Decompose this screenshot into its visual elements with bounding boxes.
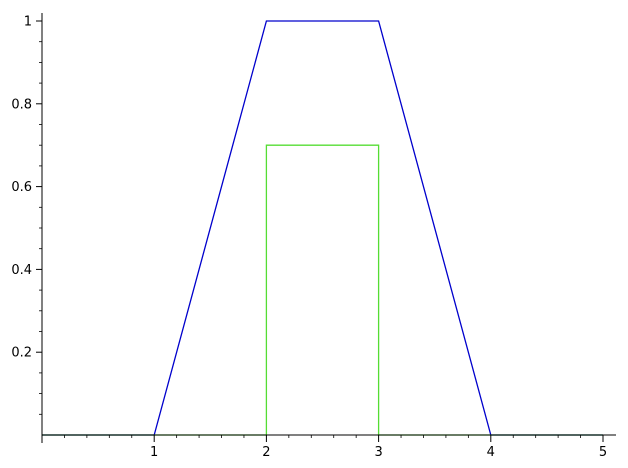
y-tick-label: 0.2 xyxy=(11,346,32,361)
y-tick-label: 0.6 xyxy=(11,180,32,195)
x-tick-label: 4 xyxy=(487,445,495,460)
x-tick-label: 3 xyxy=(374,445,382,460)
y-tick-label: 0.4 xyxy=(11,263,32,278)
series-layer xyxy=(42,20,603,436)
x-tick-label: 1 xyxy=(150,445,158,460)
x-tick-label: 5 xyxy=(599,445,607,460)
axes: 1 2 3 4 5 0.2 0.4 0.6 0.8 1 xyxy=(11,13,616,460)
x-tick-label: 2 xyxy=(262,445,270,460)
series-line-1 xyxy=(42,20,603,436)
y-tick-label: 0.8 xyxy=(11,97,32,112)
series-line-2 xyxy=(42,144,603,436)
y-tick-label: 1 xyxy=(24,15,32,30)
